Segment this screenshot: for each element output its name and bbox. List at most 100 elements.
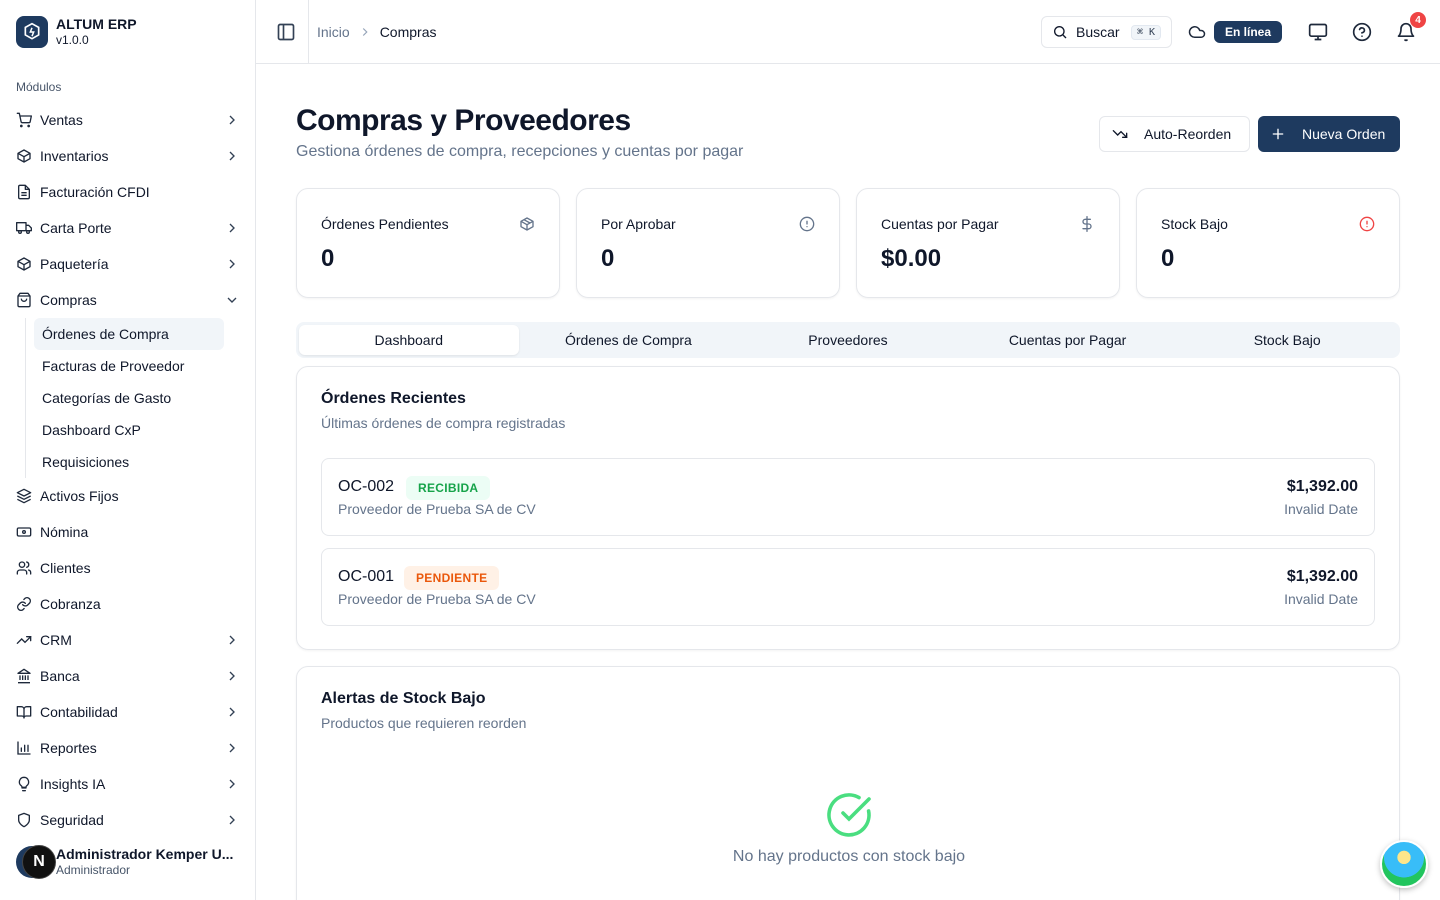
bank-icon [17, 668, 31, 684]
order-row[interactable]: OC-002 RECIBIDA Proveedor de Prueba SA d… [321, 458, 1375, 536]
sidebar-item-ventas[interactable]: Ventas [8, 102, 248, 138]
app-name: ALTUM ERP [56, 16, 137, 32]
order-supplier: Proveedor de Prueba SA de CV [338, 501, 536, 517]
breadcrumb-inicio[interactable]: Inicio [317, 24, 350, 40]
chevron-right-icon [229, 815, 235, 825]
sidebar-item-label: Ventas [40, 112, 83, 128]
logo-icon [16, 16, 48, 48]
status-badge: PENDIENTE [404, 566, 500, 590]
sidebar-item-label: Paquetería [40, 256, 109, 272]
kpi-label: Stock Bajo [1161, 216, 1228, 232]
search-icon [1054, 26, 1067, 39]
kpi-value: 0 [1161, 245, 1175, 272]
cloud-icon [1188, 26, 1206, 38]
tab-suppliers[interactable]: Proveedores [808, 332, 888, 348]
truck-icon [16, 222, 32, 234]
cart-icon [16, 112, 32, 128]
sidebar-item-label: Activos Fijos [40, 488, 119, 504]
order-row[interactable]: OC-001 PENDIENTE Proveedor de Prueba SA … [321, 548, 1375, 626]
brand[interactable]: ALTUM ERP v1.0.0 [16, 16, 137, 48]
order-supplier: Proveedor de Prueba SA de CV [338, 591, 536, 607]
sidebar-item-carta-porte[interactable]: Carta Porte [8, 210, 248, 246]
chevron-right-icon [229, 743, 235, 753]
sidebar-item-facturacion[interactable]: Facturación CFDI [8, 174, 248, 210]
tab-accounts-payable[interactable]: Cuentas por Pagar [1008, 332, 1127, 348]
sidebar-item-compras[interactable]: Compras [8, 282, 248, 318]
bell-icon[interactable] [1396, 22, 1416, 42]
submenu-item-facturas[interactable]: Facturas de Proveedor [42, 358, 185, 374]
lightbulb-icon [18, 776, 30, 792]
new-order-label: Nueva Orden [1302, 126, 1386, 142]
sidebar-item-label: Facturación CFDI [40, 184, 150, 200]
alert-circle-icon [1359, 216, 1375, 232]
auto-reorder-button[interactable]: Auto-Reorden [1099, 116, 1250, 152]
sidebar-item-contabilidad[interactable]: Contabilidad [8, 694, 248, 730]
chevron-right-icon [229, 259, 235, 269]
search-shortcut: ⌘ K [1130, 24, 1161, 40]
new-order-button[interactable]: Nueva Orden [1258, 116, 1400, 152]
sidebar-item-seguridad[interactable]: Seguridad [8, 802, 248, 838]
page-title: Compras y Proveedores [296, 104, 631, 137]
sidebar-item-label: CRM [40, 632, 72, 648]
sidebar-item-label: Cobranza [40, 596, 101, 612]
kpi-value: 0 [601, 245, 615, 272]
breadcrumb: Inicio Compras [317, 24, 436, 40]
submenu-item-dashboard-cxp[interactable]: Dashboard CxP [42, 422, 141, 438]
search-button[interactable]: Buscar ⌘ K [1041, 16, 1172, 48]
sidebar-item-paqueteria[interactable]: Paquetería [8, 246, 248, 282]
submenu-item-categorias[interactable]: Categorías de Gasto [42, 390, 172, 406]
tab-dashboard[interactable]: Dashboard [299, 325, 519, 355]
monitor-icon[interactable] [1308, 22, 1328, 42]
submenu-item-ordenes[interactable]: Órdenes de Compra [34, 318, 224, 350]
sidebar-item-crm[interactable]: CRM [8, 622, 248, 658]
sidebar-toggle-icon[interactable] [276, 22, 296, 42]
help-icon[interactable] [1352, 22, 1372, 42]
link-icon [17, 597, 31, 611]
chevron-down-icon [227, 297, 237, 303]
sidebar-item-reportes[interactable]: Reportes [8, 730, 248, 766]
sidebar-item-nomina[interactable]: Nómina [8, 514, 248, 550]
sidebar: ALTUM ERP v1.0.0 Módulos Ventas Inventar… [0, 0, 256, 900]
tab-purchase-orders[interactable]: Órdenes de Compra [564, 332, 692, 348]
chevron-right-icon [229, 707, 235, 717]
shopping-bag-icon [17, 292, 31, 308]
assistant-floating-button[interactable] [1380, 840, 1428, 888]
auto-reorder-label: Auto-Reorden [1144, 126, 1232, 142]
kpi-value: 0 [321, 245, 335, 272]
card-subtitle: Últimas órdenes de compra registradas [321, 415, 566, 431]
sidebar-item-label: Reportes [40, 740, 97, 756]
chevron-right-icon [229, 671, 235, 681]
tab-low-stock[interactable]: Stock Bajo [1253, 332, 1321, 348]
chevron-right-icon [229, 779, 235, 789]
recent-orders-card: Órdenes Recientes Últimas órdenes de com… [296, 366, 1400, 650]
sidebar-item-banca[interactable]: Banca [8, 658, 248, 694]
sidebar-item-clientes[interactable]: Clientes [8, 550, 248, 586]
trending-down-icon [1112, 130, 1128, 138]
sidebar-item-cobranza[interactable]: Cobranza [8, 586, 248, 622]
compras-submenu: Órdenes de Compra Facturas de Proveedor … [25, 318, 248, 478]
sidebar-item-activos-fijos[interactable]: Activos Fijos [8, 478, 248, 514]
order-amount: $1,392.00 [1286, 478, 1358, 495]
sidebar-item-label: Nómina [40, 524, 89, 540]
sidebar-item-inventarios[interactable]: Inventarios [8, 138, 248, 174]
package-icon [17, 149, 31, 163]
kpi-card-pending-orders: Órdenes Pendientes 0 [296, 188, 560, 298]
chevron-right-icon [229, 635, 235, 645]
sidebar-item-label: Inventarios [40, 148, 109, 164]
breadcrumb-current: Compras [379, 24, 437, 40]
low-stock-alerts-card: Alertas de Stock Bajo Productos que requ… [296, 666, 1400, 900]
book-icon [16, 706, 32, 719]
order-amount: $1,392.00 [1286, 568, 1358, 585]
banknote-icon [16, 527, 32, 537]
dev-overlay-button[interactable]: N [22, 845, 56, 879]
submenu-item-requisiciones[interactable]: Requisiciones [42, 454, 130, 470]
kpi-card-to-approve: Por Aprobar 0 [576, 188, 840, 298]
page-subtitle: Gestiona órdenes de compra, recepciones … [296, 143, 744, 160]
card-title: Alertas de Stock Bajo [321, 690, 486, 707]
top-header: Inicio Compras Buscar ⌘ K En línea 4 [256, 0, 1440, 64]
sidebar-item-label: Carta Porte [40, 220, 112, 236]
header-divider [308, 0, 309, 63]
sidebar-item-insights[interactable]: Insights IA [8, 766, 248, 802]
chevron-right-icon [362, 28, 368, 36]
dollar-icon [1082, 216, 1092, 232]
